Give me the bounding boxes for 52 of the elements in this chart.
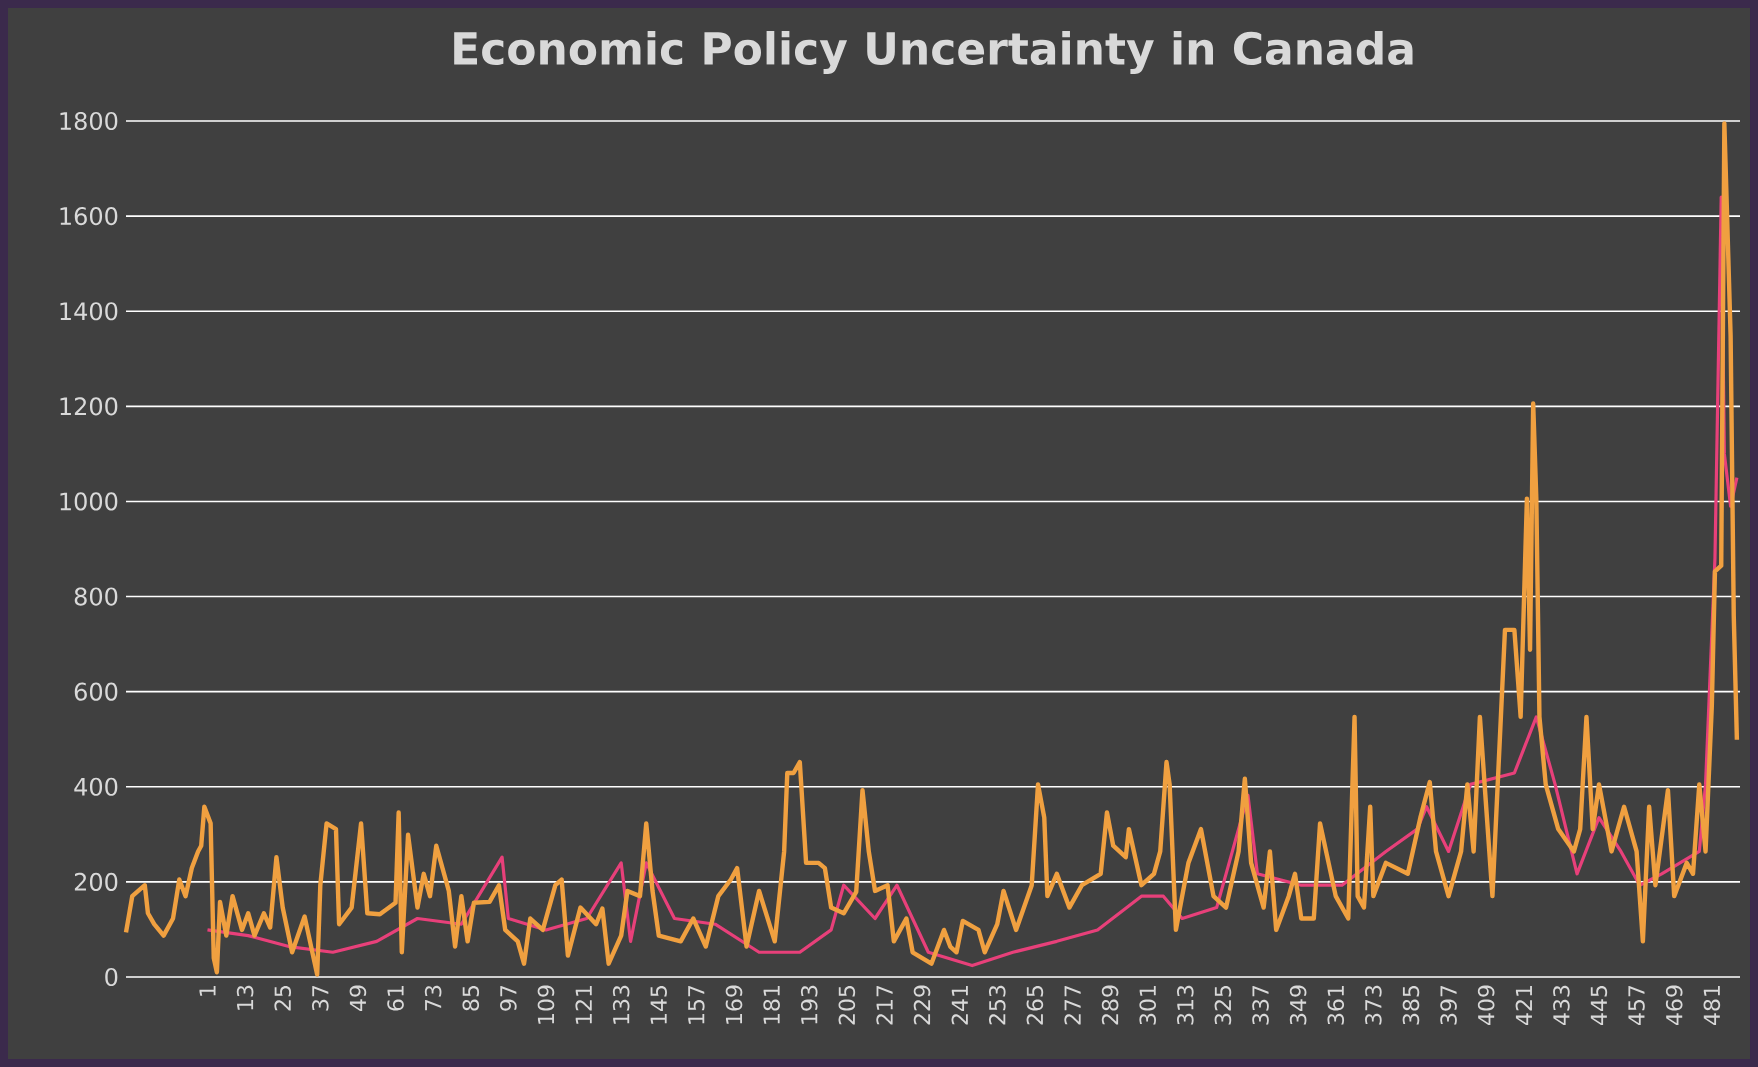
x-tick-label: 97 (500, 985, 517, 1011)
y-tick-label: 1600 (60, 207, 118, 226)
x-tick-label: 349 (1289, 985, 1307, 1025)
x-tick-label: 409 (1477, 985, 1495, 1025)
x-tick-label: 133 (612, 985, 630, 1024)
x-tick-label: 73 (424, 985, 442, 1011)
x-tick-label: 49 (349, 985, 367, 1011)
x-tick-label: 157 (688, 985, 705, 1024)
x-tick-label: 25 (274, 985, 292, 1011)
x-tick-label: 193 (800, 985, 818, 1024)
x-tick-label: 361 (1327, 986, 1345, 1025)
x-tick-label: 373 (1365, 985, 1382, 1025)
x-tick-label: 109 (537, 985, 555, 1024)
y-tick-label: 1800 (60, 111, 118, 131)
x-tick-label: 37 (312, 985, 329, 1011)
y-tick-label: 400 (74, 777, 118, 796)
x-tick-label: 385 (1402, 986, 1420, 1025)
x-tick-label: 301 (1139, 986, 1157, 1025)
y-tick-label: 800 (74, 587, 118, 606)
x-tick-label: 337 (1252, 985, 1269, 1025)
x-tick-label: 205 (838, 986, 856, 1025)
x-tick-label: 145 (650, 986, 667, 1024)
x-tick-label: 1 (199, 986, 216, 996)
x-tick-label: 469 (1665, 985, 1683, 1025)
x-tick-label: 433 (1553, 985, 1570, 1025)
y-tick-label: 600 (74, 682, 118, 701)
x-tick-label: 181 (763, 986, 780, 1024)
x-tick-label: 217 (876, 985, 893, 1025)
x-tick-label: 325 (1214, 986, 1232, 1025)
x-tick-label: 241 (951, 986, 968, 1025)
x-tick-label: 289 (1101, 985, 1119, 1025)
y-tick-label: 200 (74, 872, 118, 891)
x-tick-label: 457 (1628, 985, 1645, 1025)
x-tick-label: 85 (462, 985, 480, 1011)
x-tick-label: 445 (1590, 986, 1608, 1025)
y-tick-label: 1200 (60, 397, 118, 416)
x-tick-label: 421 (1515, 986, 1532, 1025)
x-tick-label: 397 (1440, 985, 1457, 1025)
x-tick-label: 13 (236, 985, 254, 1010)
x-tick-label: 253 (988, 985, 1006, 1025)
x-tick-label: 313 (1177, 985, 1194, 1025)
y-tick-label: 1400 (60, 302, 118, 321)
x-tick-label: 265 (1026, 986, 1044, 1025)
x-tick-label: 121 (575, 986, 592, 1024)
x-tick-label: 229 (913, 985, 931, 1025)
chart-title: Economic Policy Uncertainty in Canada (454, 30, 1413, 74)
y-tick-label: 1000 (60, 492, 118, 511)
x-tick-label: 169 (725, 985, 743, 1024)
x-tick-label: 277 (1064, 985, 1081, 1025)
y-tick-label: 0 (105, 967, 118, 987)
x-tick-label: 481 (1703, 986, 1721, 1025)
x-tick-label: 61 (387, 986, 404, 1011)
